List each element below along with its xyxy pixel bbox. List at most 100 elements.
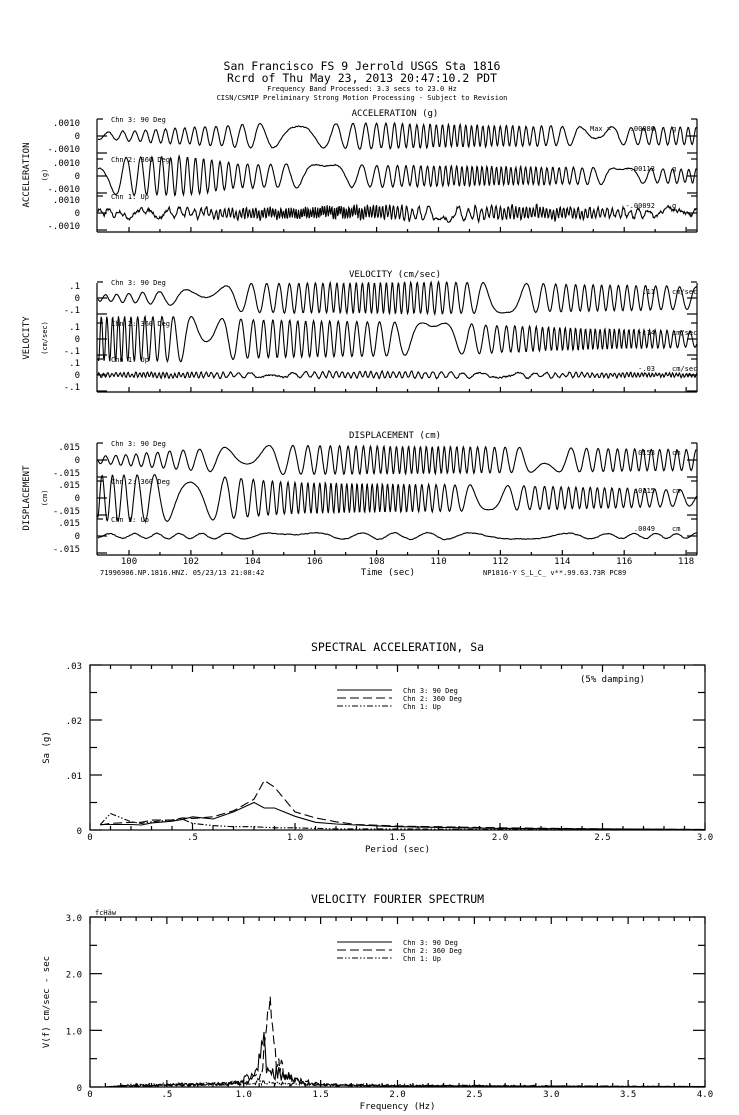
panel-title: VELOCITY (cm/sec) <box>349 270 441 280</box>
channel-trace-group: .0010 0 -.0010 Chn 1: Up -.00092 g <box>47 193 697 232</box>
y-tick-label: .1 <box>69 359 80 369</box>
x-tick-label: 106 <box>307 557 323 567</box>
x-tick-label: 0 <box>87 1090 92 1100</box>
y-tick-label: .1 <box>69 282 80 292</box>
series-line-2 <box>100 779 706 831</box>
y-tick-label: 0 <box>75 371 80 381</box>
series-line-1 <box>105 1031 705 1088</box>
y-tick-label: -.1 <box>64 347 80 357</box>
peak-unit: cm <box>672 487 680 495</box>
y-tick-label: .02 <box>66 717 82 727</box>
plot-frame <box>89 916 706 1088</box>
waveform-trace <box>97 314 698 364</box>
chart-title: VELOCITY FOURIER SPECTRUM <box>311 892 484 906</box>
y-tick-label: 0 <box>75 335 80 345</box>
peak-unit: g <box>672 202 676 210</box>
processing-note: CISN/CSMIP Preliminary Strong Motion Pro… <box>217 94 508 102</box>
y-tick-label: -.0010 <box>47 185 80 195</box>
x-axis-label: Period (sec) <box>365 845 430 855</box>
x-tick-label: 1.5 <box>312 1090 328 1100</box>
plots-layer: ACCELERATION (g) ACCELERATION (g) .0010 0 -.0… <box>22 109 713 1112</box>
legend-label: Chn 3: 90 Deg <box>403 939 458 947</box>
x-tick-label: 102 <box>183 557 199 567</box>
peak-unit: cm <box>672 525 680 533</box>
channel-trace-group: .0010 0 -.0010 Chn 2: 360 Deg -.00113 g <box>47 153 698 198</box>
y-tick-label: .03 <box>66 662 82 672</box>
x-tick-label: 3.5 <box>620 1090 636 1100</box>
record-id: 71996906.NP.1816.HNZ. 05/23/13 21:08:42 <box>100 569 264 577</box>
series-line-3 <box>105 1079 705 1088</box>
channel-label: Chn 3: 90 Deg <box>111 116 166 124</box>
panel-title: ACCELERATION (g) <box>352 109 439 119</box>
panel-acceleration: ACCELERATION (g) ACCELERATION (g) .0010 0 -.0… <box>22 109 698 233</box>
y-axis-unit: (g) <box>41 169 49 182</box>
legend-label: Chn 1: Up <box>403 703 441 711</box>
y-tick-label: -.015 <box>53 507 80 517</box>
plot-frame <box>89 664 706 831</box>
y-tick-label: .0010 <box>53 119 80 129</box>
y-tick-label: 1.0 <box>66 1027 82 1037</box>
channel-label: Chn 2: 360 Deg <box>111 320 170 328</box>
x-tick-label: 100 <box>121 557 137 567</box>
x-tick-label: 2.5 <box>466 1090 482 1100</box>
y-tick-label: 0 <box>77 827 82 837</box>
channel-label: Chn 1: Up <box>111 193 149 201</box>
y-tick-label: 0 <box>75 132 80 142</box>
damping-annotation: (5% damping) <box>580 675 645 685</box>
y-tick-label: .01 <box>66 772 82 782</box>
x-tick-label: 3.0 <box>543 1090 559 1100</box>
channel-label: Chn 1: Up <box>111 356 149 364</box>
x-tick-label: .5 <box>187 833 198 843</box>
y-tick-label: .0010 <box>53 159 80 169</box>
series-line-3 <box>99 812 705 831</box>
y-tick-label: 0 <box>75 456 80 466</box>
x-tick-label: 108 <box>368 557 384 567</box>
panel-velocity: VELOCITY (cm/sec) VELOCITY (cm/sec) .1 0 -.1 C… <box>22 270 698 393</box>
y-tick-label: 0 <box>75 209 80 219</box>
x-tick-label: 3.0 <box>697 833 713 843</box>
corner-label: fcHäw <box>95 909 117 917</box>
panel-displacement: DISPLACEMENT (cm) DISPLACEMENT (cm) .015 0 -.… <box>22 431 698 578</box>
channel-trace-group: .015 0 -.015 Chn 1: Up .0049 cm <box>53 516 697 555</box>
peak-value: -.14 <box>638 329 655 337</box>
y-tick-label: 0 <box>75 494 80 504</box>
spectral-acceleration-chart: SPECTRAL ACCELERATION, Sa 0 .5 1.0 1.5 2.0 2.5… <box>42 640 713 855</box>
legend-label: Chn 2: 360 Deg <box>403 695 462 703</box>
y-axis-unit: (cm/sec) <box>41 321 49 355</box>
y-tick-label: -.1 <box>64 306 80 316</box>
y-tick-label: 0 <box>75 532 80 542</box>
waveform-trace <box>97 203 697 224</box>
x-tick-label: 2.0 <box>492 833 508 843</box>
waveform-trace <box>97 531 697 541</box>
x-tick-label: 104 <box>245 557 261 567</box>
y-tick-label: -.0010 <box>47 222 80 232</box>
y-tick-label: -.015 <box>53 469 80 479</box>
series-line-2 <box>105 996 705 1088</box>
y-tick-label: -.0010 <box>47 145 80 155</box>
x-tick-label: 116 <box>616 557 632 567</box>
x-tick-label: 4.0 <box>697 1090 713 1100</box>
peak-value: -.00092 <box>625 202 655 210</box>
y-axis-label: V(f) cm/sec - sec <box>42 956 52 1048</box>
x-axis-label: Time (sec) <box>361 568 415 578</box>
y-axis-label: DISPLACEMENT <box>22 465 32 531</box>
station-title: San Francisco FS 9 Jerrold USGS Sta 1816 <box>224 59 501 73</box>
x-tick-label: 1.0 <box>236 1090 252 1100</box>
x-tick-label: .5 <box>161 1090 172 1100</box>
y-tick-label: -.015 <box>53 545 80 555</box>
y-tick-label: .015 <box>58 481 80 491</box>
panel-title: DISPLACEMENT (cm) <box>349 431 441 441</box>
y-tick-label: -.1 <box>64 383 80 393</box>
waveform-trace <box>97 121 697 150</box>
peak-unit: g <box>672 125 676 133</box>
x-tick-label: 2.0 <box>389 1090 405 1100</box>
peak-prefix: Max = <box>590 125 611 133</box>
peak-unit: cm/sec <box>672 329 697 337</box>
peak-unit: cm/sec <box>672 288 697 296</box>
channel-trace-group: .1 0 -.1 Chn 2: 360 Deg -.14 cm/sec <box>64 314 698 364</box>
y-axis-label: VELOCITY <box>22 316 32 360</box>
